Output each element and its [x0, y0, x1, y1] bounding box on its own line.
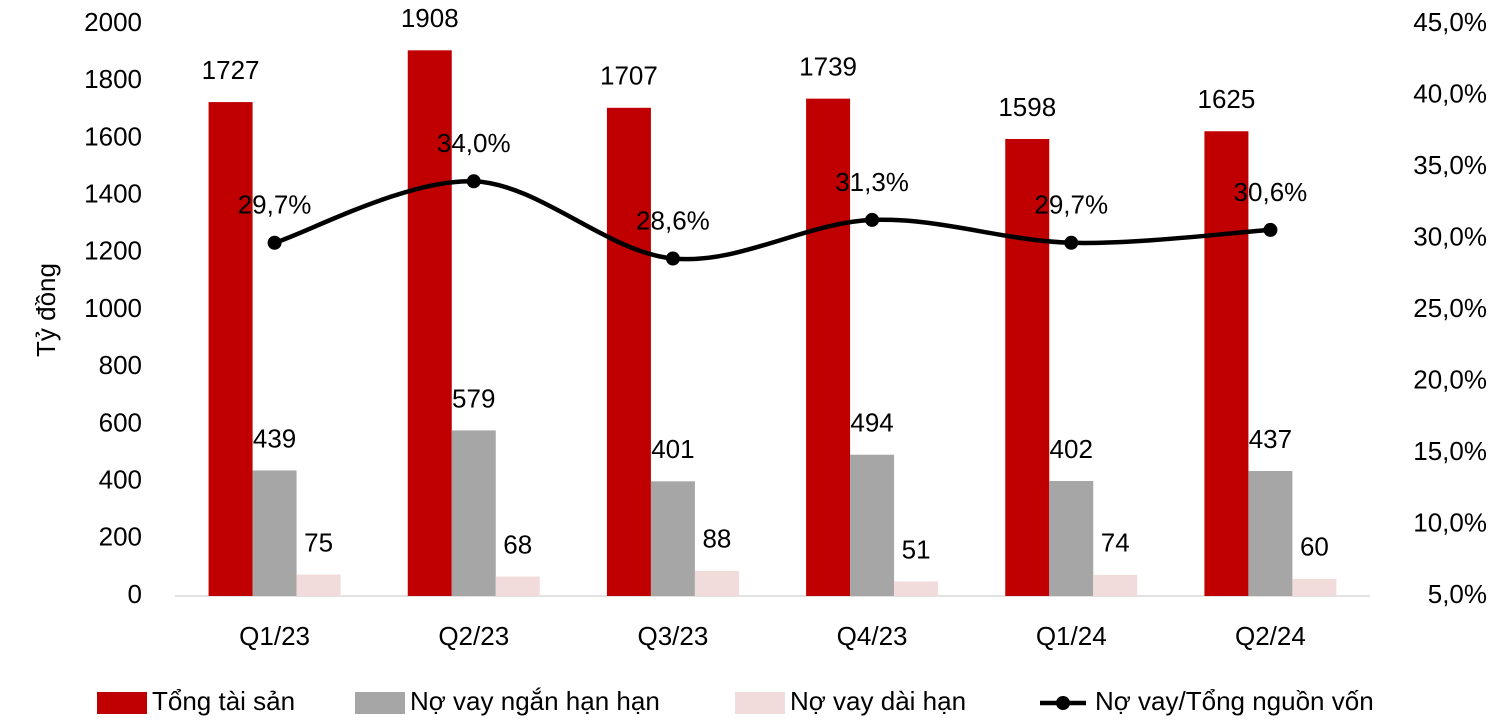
data-label: 1739 [799, 52, 857, 82]
y-tick-label: 600 [99, 407, 142, 437]
data-label: 28,6% [636, 205, 710, 235]
y-tick-label: 1400 [84, 178, 142, 208]
data-label: 51 [902, 534, 931, 564]
data-label: 1707 [600, 61, 658, 91]
data-label: 1598 [998, 92, 1056, 122]
x-tick-label: Q3/23 [638, 621, 709, 651]
data-label: 439 [253, 423, 296, 453]
y-tick-label: 2000 [84, 7, 142, 37]
y-tick-label: 0 [128, 579, 142, 609]
y2-tick-label: 40,0% [1413, 78, 1487, 108]
y-tick-label: 1200 [84, 236, 142, 266]
data-label: 31,3% [835, 167, 909, 197]
y-tick-label: 1800 [84, 64, 142, 94]
bar [850, 454, 895, 596]
bar [1204, 131, 1249, 596]
legend-label: Nợ vay/Tổng nguồn vốn [1095, 686, 1374, 716]
bar [650, 481, 695, 596]
data-label: 402 [1050, 434, 1093, 464]
data-label: 401 [651, 434, 694, 464]
data-label: 74 [1101, 528, 1130, 558]
legend-label: Nợ vay dài hạn [790, 686, 966, 716]
line-marker [865, 212, 880, 227]
data-label: 30,6% [1234, 177, 1308, 207]
y2-tick-label: 45,0% [1413, 7, 1487, 37]
data-label: 60 [1300, 532, 1329, 562]
bar [1005, 138, 1050, 597]
legend-swatch [355, 692, 405, 714]
data-label: 75 [304, 527, 333, 557]
legend-swatch [97, 692, 147, 714]
data-label: 29,7% [238, 190, 312, 220]
y-tick-label: 800 [99, 350, 142, 380]
bar [451, 430, 496, 596]
data-label: 1625 [1197, 84, 1255, 114]
y-axis-label: Tỷ đồng [31, 263, 61, 357]
data-label: 88 [702, 524, 731, 554]
legend-label: Tổng tài sản [152, 686, 295, 716]
data-label: 579 [452, 383, 495, 413]
y2-tick-label: 25,0% [1413, 293, 1487, 323]
x-tick-label: Q4/23 [837, 621, 908, 651]
y2-tick-label: 20,0% [1413, 364, 1487, 394]
bar [806, 98, 851, 596]
data-label: 437 [1249, 424, 1292, 454]
data-label: 68 [503, 529, 532, 559]
bar [1049, 481, 1094, 596]
bar [296, 574, 341, 596]
line-marker [267, 235, 282, 250]
y-tick-label: 200 [99, 522, 142, 552]
bar [894, 581, 939, 596]
data-label: 34,0% [437, 128, 511, 158]
bar [1292, 578, 1337, 596]
y2-tick-label: 5,0% [1428, 579, 1487, 609]
line [273, 179, 1271, 262]
bar [1093, 574, 1138, 596]
line-marker [665, 251, 680, 266]
line-marker [1064, 235, 1079, 250]
legend-swatch [1056, 696, 1070, 710]
line-marker [1263, 222, 1278, 237]
x-tick-label: Q2/23 [438, 621, 509, 651]
data-label: 494 [850, 408, 893, 438]
bar [1248, 471, 1293, 596]
y2-tick-label: 30,0% [1413, 221, 1487, 251]
legend-swatch [735, 692, 785, 714]
bar [252, 470, 297, 596]
y-tick-label: 400 [99, 464, 142, 494]
data-label: 1727 [202, 55, 260, 85]
bar [407, 50, 452, 596]
bar [694, 570, 739, 596]
y2-tick-label: 10,0% [1413, 507, 1487, 537]
y2-tick-label: 35,0% [1413, 150, 1487, 180]
legend-label: Nợ vay ngắn hạn hạn [410, 686, 660, 716]
data-label: 29,7% [1034, 190, 1108, 220]
data-label: 1908 [401, 3, 459, 33]
x-tick-label: Q1/23 [239, 621, 310, 651]
bar [606, 107, 651, 596]
x-tick-label: Q2/24 [1235, 621, 1306, 651]
x-tick-label: Q1/24 [1036, 621, 1107, 651]
bar [495, 576, 540, 596]
line-marker [466, 174, 481, 189]
y2-tick-label: 15,0% [1413, 436, 1487, 466]
bar [208, 102, 253, 596]
y-tick-label: 1000 [84, 293, 142, 323]
y-tick-label: 1600 [84, 121, 142, 151]
